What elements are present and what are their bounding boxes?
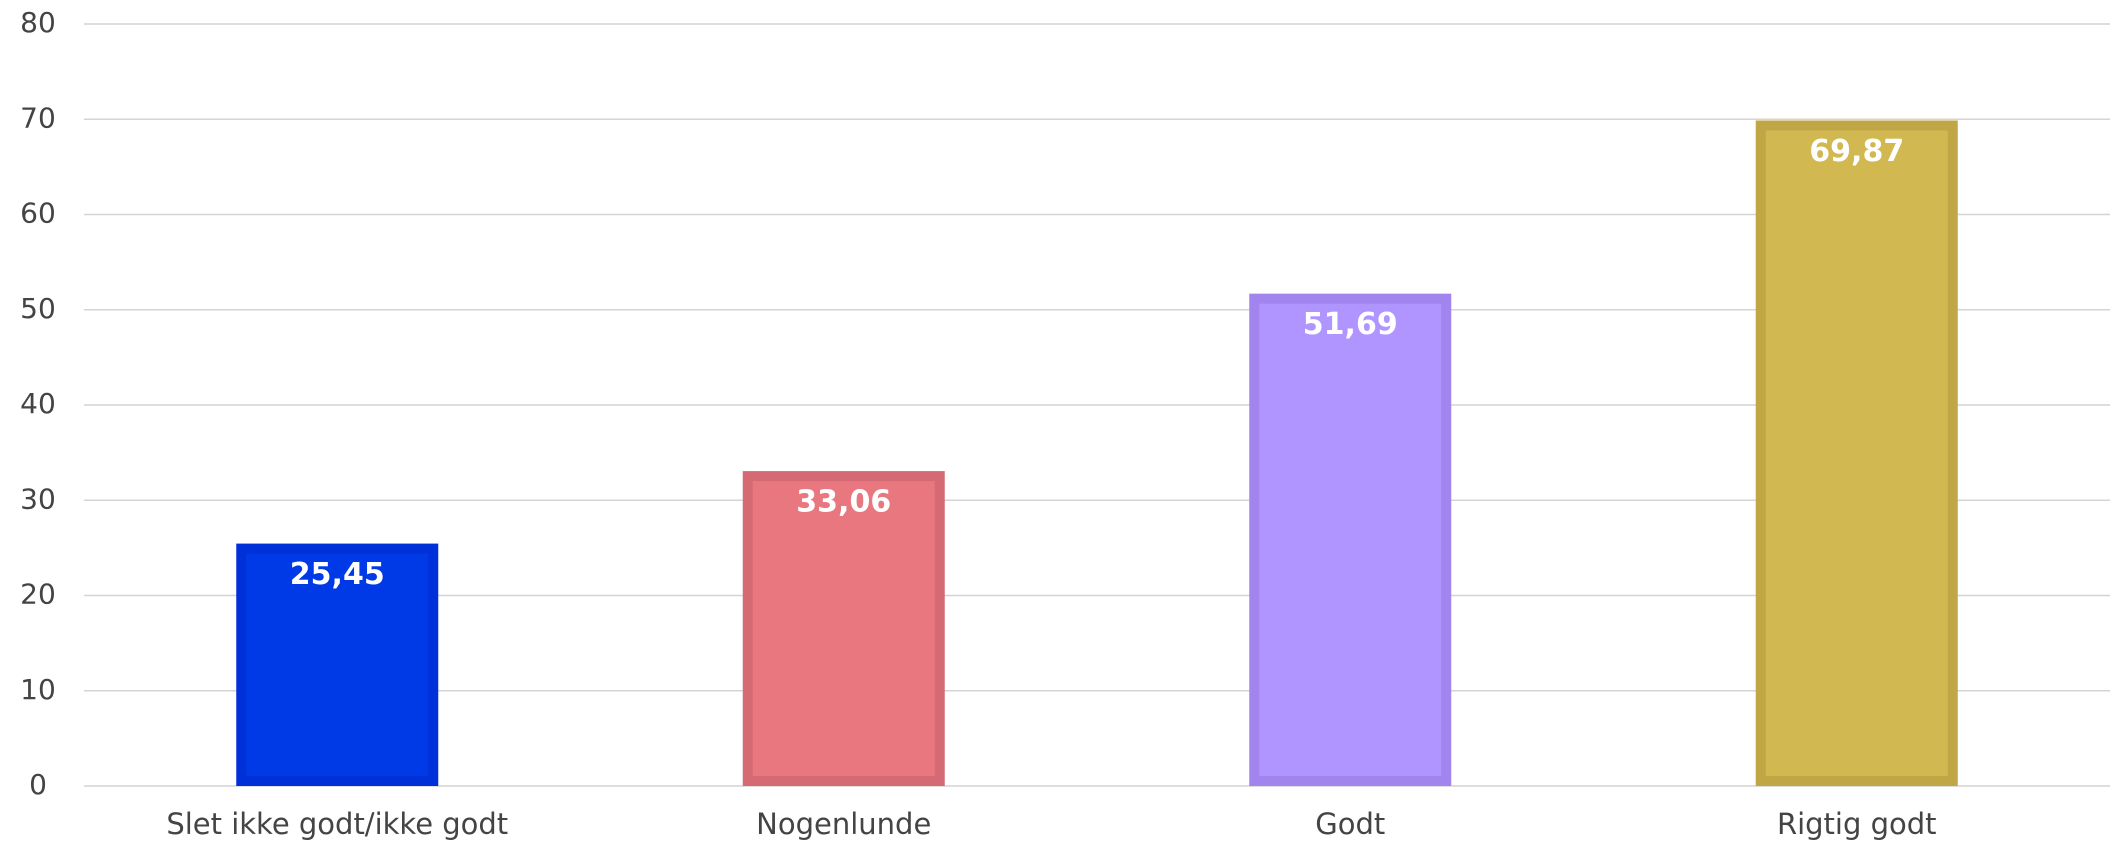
bar [1755, 120, 1958, 787]
x-tick-label: Godt [1315, 807, 1385, 841]
y-tick-label: 80 [20, 6, 56, 39]
x-tick-label: Rigtig godt [1777, 807, 1937, 841]
bar [742, 471, 945, 786]
y-tick-label: 30 [20, 482, 56, 515]
y-tick-label: 20 [20, 578, 56, 611]
y-tick-label: 0 [29, 768, 47, 801]
bar [236, 543, 439, 786]
y-tick-label: 60 [20, 197, 56, 230]
value-label: 33,06 [796, 485, 891, 520]
y-tick-label: 10 [20, 673, 56, 706]
y-tick-label: 70 [20, 101, 56, 134]
y-tick-label: 40 [20, 387, 56, 420]
value-label: 25,45 [290, 557, 385, 592]
x-tick-label: Nogenlunde [756, 807, 931, 841]
value-label: 51,69 [1303, 307, 1398, 342]
value-label: 69,87 [1809, 134, 1904, 169]
bar [1249, 293, 1452, 786]
x-tick-label: Slet ikke godt/ikke godt [166, 807, 508, 841]
y-tick-label: 50 [20, 292, 56, 325]
